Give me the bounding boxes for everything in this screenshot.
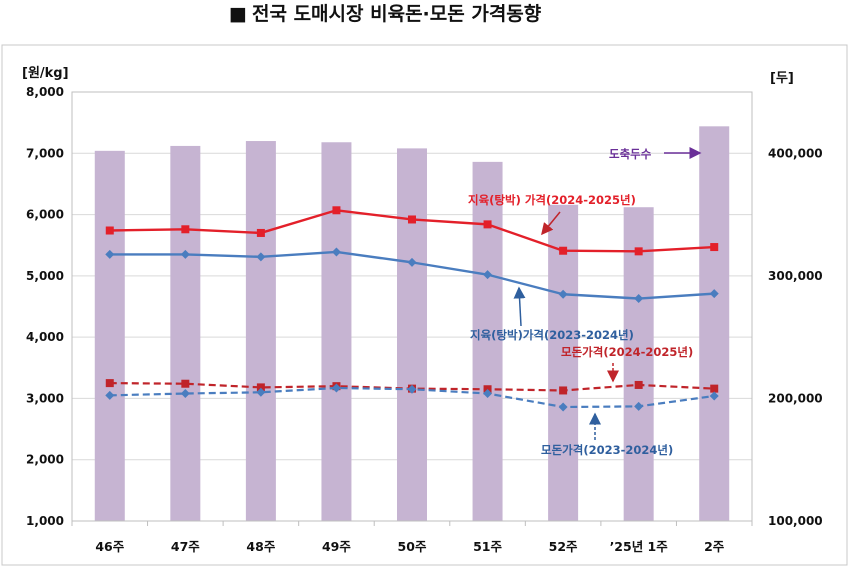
data-point [256,383,265,392]
data-point [181,379,190,388]
data-point [105,390,115,400]
bar [170,145,201,521]
y-left-tick-label: 5,000 [26,269,64,283]
x-tick-label: 49주 [322,539,351,554]
data-point [559,246,568,255]
data-point [256,252,266,262]
y-left-tick-label: 3,000 [26,391,64,405]
bar [94,150,125,521]
x-tick-label: 2주 [704,539,725,554]
data-point [709,289,719,299]
data-point [407,384,417,394]
plot-area-border [71,91,753,522]
x-tick-label: 51주 [473,539,502,554]
data-point [256,228,265,237]
data-point [331,383,341,393]
y-right-axis: 100,000 200,000 300,000 400,000 [768,146,823,528]
y-right-tick-label: 300,000 [768,269,823,283]
y-left-axis: 1,000 2,000 3,000 4,000 5,000 6,000 7,000 8,000 [26,85,64,528]
data-point [256,387,266,397]
line-series [105,206,719,412]
data-point [710,384,719,393]
bar [397,148,427,521]
y-right-tick-label: 400,000 [768,146,823,160]
data-point [483,389,493,399]
chart-title: 전국 도매시장 비육돈·모돈 가격동향 [252,3,542,25]
annotation-sow-2023: 모돈가격(2023-2024년) [541,443,673,457]
annotation-carcass-2024: 지육(탕박) 가격(2024-2025년) [468,193,636,207]
y-left-tick-label: 8,000 [26,85,64,99]
annotation-arrow-carcass-2024 [541,211,561,236]
y-left-tick-label: 6,000 [26,208,64,222]
data-point [709,391,719,401]
x-tick-label: 47주 [171,539,200,554]
x-tick-label: ’25년 1주 [610,539,669,554]
x-axis: 46주 47주 48주 49주 50주 51주 52주 ’25년 1주 2주 [71,521,753,554]
data-point [408,215,416,224]
chart-border [1,44,848,566]
bar [245,141,276,521]
bar [548,204,579,521]
x-tick-label: 52주 [549,539,578,554]
bar-series [94,126,730,522]
chart-title-marker: ■ [229,3,247,25]
data-point [105,249,115,259]
y-left-unit: [원/kg] [22,66,69,81]
data-point [180,249,190,259]
data-point [710,243,719,252]
bar [623,207,654,521]
data-point [407,257,417,267]
data-point [483,270,493,280]
data-point [331,247,341,257]
data-point [181,225,190,234]
data-point [634,380,643,389]
data-point [105,226,114,235]
data-point [559,386,568,395]
data-point [332,206,341,215]
annotations: 도축두수 지육(탕박) 가격(2024-2025년) 지육(탕박)가격(2023… [468,147,702,457]
y-left-tick-label: 1,000 [26,514,64,528]
annotation-carcass-2023: 지육(탕박)가격(2023-2024년) [470,328,634,342]
data-point [634,247,643,256]
bar [321,142,352,522]
y-left-tick-label: 7,000 [26,146,64,160]
data-point [105,379,114,388]
x-tick-label: 48주 [246,539,275,554]
x-tick-label: 50주 [398,539,427,554]
data-point [634,401,644,411]
data-point [558,289,568,299]
data-point [558,402,568,412]
annotation-arrow-carcass-2023 [513,286,526,327]
y-left-tick-label: 4,000 [26,330,64,344]
data-point [483,220,492,229]
bar [699,126,730,521]
x-tick-label: 46주 [95,539,124,554]
data-point [634,294,644,304]
data-point [180,389,190,399]
y-left-tick-label: 2,000 [26,453,64,467]
y-right-tick-label: 200,000 [768,391,823,405]
y-right-tick-label: 100,000 [768,514,823,528]
annotation-slaughter-count: 도축두수 [609,147,652,161]
annotation-sow-2024: 모돈가격(2024-2025년) [561,345,693,359]
y-right-unit: [두] [770,71,794,86]
